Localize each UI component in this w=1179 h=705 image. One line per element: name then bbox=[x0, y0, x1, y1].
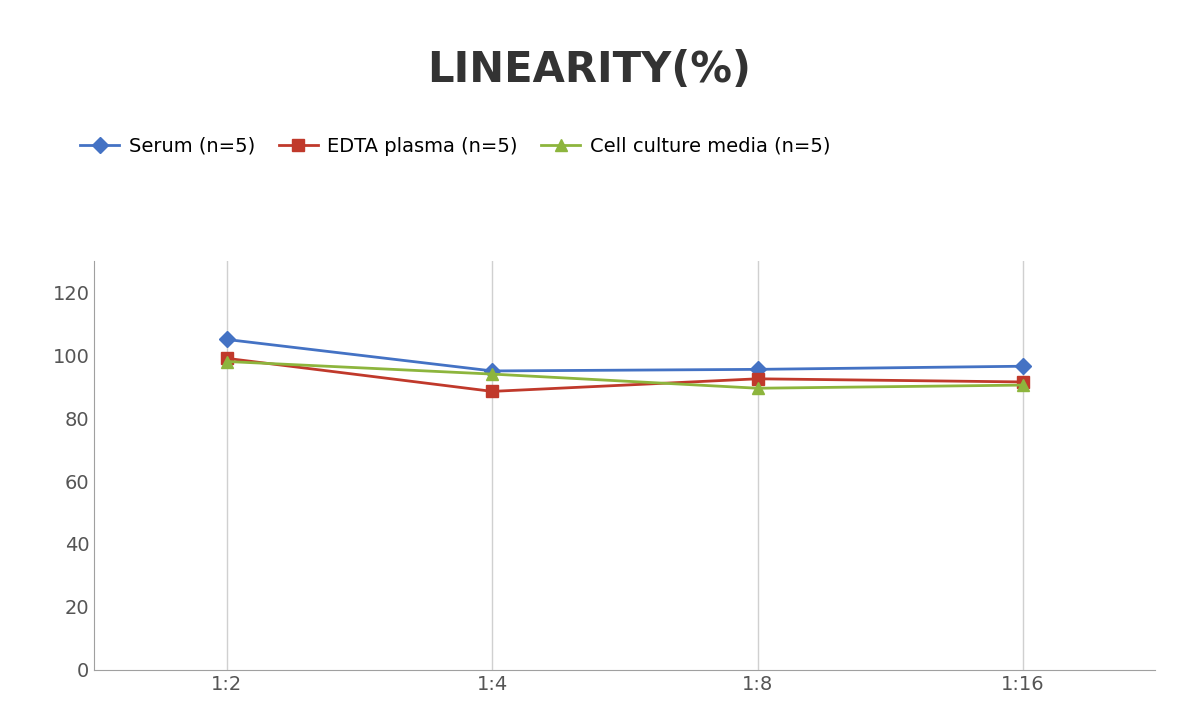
Line: Serum (n=5): Serum (n=5) bbox=[222, 334, 1028, 376]
Cell culture media (n=5) bbox=[220, 357, 235, 366]
EDTA plasma (n=5) bbox=[486, 387, 500, 396]
EDTA plasma (n=5) bbox=[220, 354, 235, 362]
Cell culture media (n=5) bbox=[751, 384, 765, 393]
Text: LINEARITY(%): LINEARITY(%) bbox=[428, 49, 751, 92]
Cell culture media (n=5) bbox=[486, 370, 500, 379]
Serum (n=5) bbox=[1016, 362, 1030, 370]
Serum (n=5) bbox=[751, 365, 765, 374]
EDTA plasma (n=5) bbox=[1016, 378, 1030, 386]
Cell culture media (n=5) bbox=[1016, 381, 1030, 389]
Line: Cell culture media (n=5): Cell culture media (n=5) bbox=[222, 356, 1028, 394]
Serum (n=5) bbox=[486, 367, 500, 375]
Serum (n=5) bbox=[220, 336, 235, 344]
EDTA plasma (n=5) bbox=[751, 374, 765, 383]
Legend: Serum (n=5), EDTA plasma (n=5), Cell culture media (n=5): Serum (n=5), EDTA plasma (n=5), Cell cul… bbox=[80, 137, 830, 156]
Line: EDTA plasma (n=5): EDTA plasma (n=5) bbox=[222, 352, 1028, 397]
